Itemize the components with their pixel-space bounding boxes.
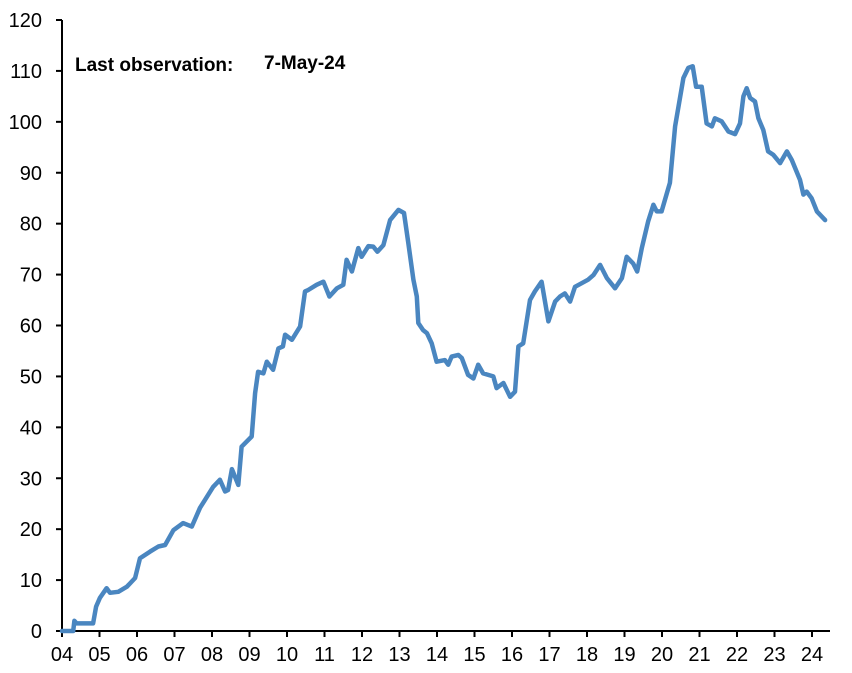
x-tick-label: 10 <box>276 644 298 666</box>
y-tick-label: 70 <box>20 265 42 287</box>
y-tick-label: 30 <box>20 468 42 490</box>
x-tick-label: 11 <box>314 644 335 666</box>
series-line <box>59 64 828 634</box>
y-tick-label: 10 <box>20 570 42 592</box>
y-tick-label: 50 <box>20 366 42 388</box>
x-tick-label: 23 <box>763 644 785 666</box>
x-tick-label: 08 <box>201 644 223 666</box>
x-tick-label: 21 <box>688 644 710 666</box>
x-tick-label: 04 <box>51 644 73 666</box>
x-tick-label: 17 <box>538 644 560 666</box>
x-tick-label: 19 <box>613 644 635 666</box>
x-tick-label: 09 <box>238 644 260 666</box>
x-tick-label: 06 <box>126 644 148 666</box>
x-tick-label: 18 <box>576 644 598 666</box>
y-axis-ticks: 0 10 20 30 40 50 60 70 80 90 100 110 120 <box>9 10 62 643</box>
y-tick-label: 110 <box>10 61 42 83</box>
y-tick-label: 0 <box>31 621 42 643</box>
y-tick-label: 90 <box>20 163 42 185</box>
x-tick-label: 24 <box>801 644 823 666</box>
x-tick-label: 22 <box>726 644 748 666</box>
x-tick-label: 16 <box>501 644 523 666</box>
x-tick-label: 14 <box>426 644 448 666</box>
x-tick-label: 20 <box>651 644 673 666</box>
y-tick-label: 100 <box>9 112 42 134</box>
y-tick-label: 60 <box>20 316 42 338</box>
annotation-value: 7-May-24 <box>264 53 346 74</box>
y-tick-label: 20 <box>20 519 42 541</box>
y-tick-label: 40 <box>20 417 42 439</box>
x-tick-label: 15 <box>463 644 485 666</box>
x-tick-label: 07 <box>163 644 185 666</box>
y-tick-label: 120 <box>9 10 42 32</box>
x-axis-ticks: 04 05 06 07 08 09 10 11 12 13 14 15 16 17 18 19 20 21 22 23… <box>51 631 823 666</box>
x-tick-label: 12 <box>351 644 373 666</box>
y-tick-label: 80 <box>20 214 42 236</box>
annotation-label: Last observation: <box>75 55 233 76</box>
x-tick-label: 13 <box>388 644 410 666</box>
x-tick-label: 05 <box>88 644 110 666</box>
